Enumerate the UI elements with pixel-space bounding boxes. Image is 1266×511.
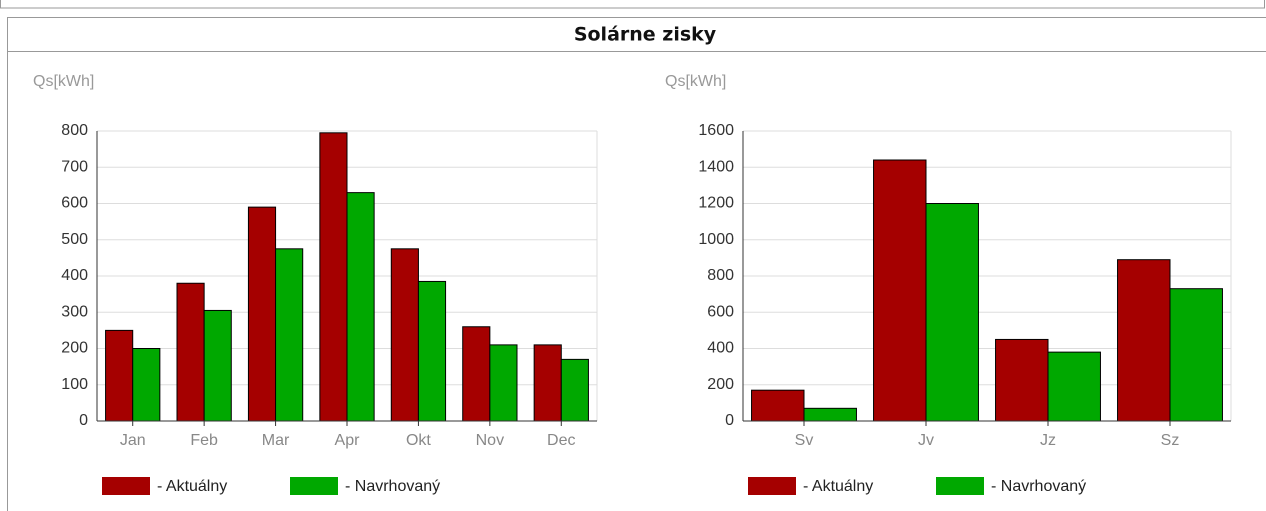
legend-swatch bbox=[936, 477, 984, 495]
x-tick-label: Okt bbox=[406, 432, 431, 449]
x-tick-label: Jan bbox=[120, 432, 146, 449]
x-tick-label: Mar bbox=[262, 432, 290, 449]
bar bbox=[995, 338, 1049, 422]
bar bbox=[105, 329, 134, 422]
panel-title: Solárne zisky bbox=[574, 24, 717, 46]
y-tick-label: 200 bbox=[707, 376, 734, 393]
bar bbox=[489, 344, 518, 422]
bar bbox=[873, 159, 927, 422]
bar bbox=[203, 309, 232, 422]
x-tick-label: Dec bbox=[547, 432, 575, 449]
y-tick-label: 600 bbox=[61, 195, 88, 212]
bar bbox=[275, 248, 304, 422]
y-tick-label: 600 bbox=[707, 303, 734, 320]
y-axis-label: Qs[kWh] bbox=[33, 73, 94, 90]
x-tick-label: Sv bbox=[795, 432, 814, 449]
bar bbox=[533, 344, 562, 422]
y-tick-label: 1000 bbox=[698, 231, 734, 248]
y-tick-label: 0 bbox=[79, 412, 88, 429]
bar bbox=[390, 248, 419, 422]
legend-label: - Navrhovaný bbox=[345, 478, 440, 495]
bar bbox=[925, 203, 979, 422]
bar bbox=[751, 389, 805, 422]
y-tick-label: 300 bbox=[61, 303, 88, 320]
x-tick-label: Apr bbox=[335, 432, 361, 449]
bar bbox=[176, 282, 205, 422]
legend-swatch bbox=[102, 477, 150, 495]
legend-label: - Aktuálny bbox=[803, 478, 873, 495]
legend-swatch bbox=[748, 477, 796, 495]
y-tick-label: 400 bbox=[707, 340, 734, 357]
x-tick-label: Jz bbox=[1040, 432, 1056, 449]
x-tick-label: Nov bbox=[476, 432, 504, 449]
y-tick-label: 1400 bbox=[698, 158, 734, 175]
top-frame bbox=[0, 0, 1265, 9]
y-tick-label: 100 bbox=[61, 376, 88, 393]
bar bbox=[247, 206, 277, 422]
panel-frame bbox=[7, 17, 1266, 511]
y-axis-label: Qs[kWh] bbox=[665, 73, 726, 90]
x-tick-label: Sz bbox=[1161, 432, 1180, 449]
y-tick-label: 1600 bbox=[698, 122, 734, 139]
x-tick-label: Jv bbox=[918, 432, 934, 449]
y-tick-label: 800 bbox=[707, 267, 734, 284]
y-tick-label: 200 bbox=[61, 340, 88, 357]
y-tick-label: 500 bbox=[61, 231, 88, 248]
bar bbox=[1047, 351, 1101, 422]
bar bbox=[462, 326, 491, 422]
bar bbox=[1169, 288, 1223, 422]
x-tick-label: Feb bbox=[190, 432, 218, 449]
bar bbox=[1117, 259, 1171, 422]
y-tick-label: 400 bbox=[61, 267, 88, 284]
bar bbox=[560, 358, 589, 422]
y-tick-label: 700 bbox=[61, 158, 88, 175]
y-tick-label: 800 bbox=[61, 122, 88, 139]
legend-label: - Aktuálny bbox=[157, 478, 227, 495]
bar bbox=[319, 132, 348, 422]
bar bbox=[803, 407, 857, 422]
legend-swatch bbox=[290, 477, 338, 495]
y-tick-label: 1200 bbox=[698, 195, 734, 212]
legend-label: - Navrhovaný bbox=[991, 478, 1086, 495]
bar bbox=[346, 192, 375, 422]
bar bbox=[132, 348, 161, 422]
y-tick-label: 0 bbox=[725, 412, 734, 429]
bar bbox=[417, 280, 447, 422]
